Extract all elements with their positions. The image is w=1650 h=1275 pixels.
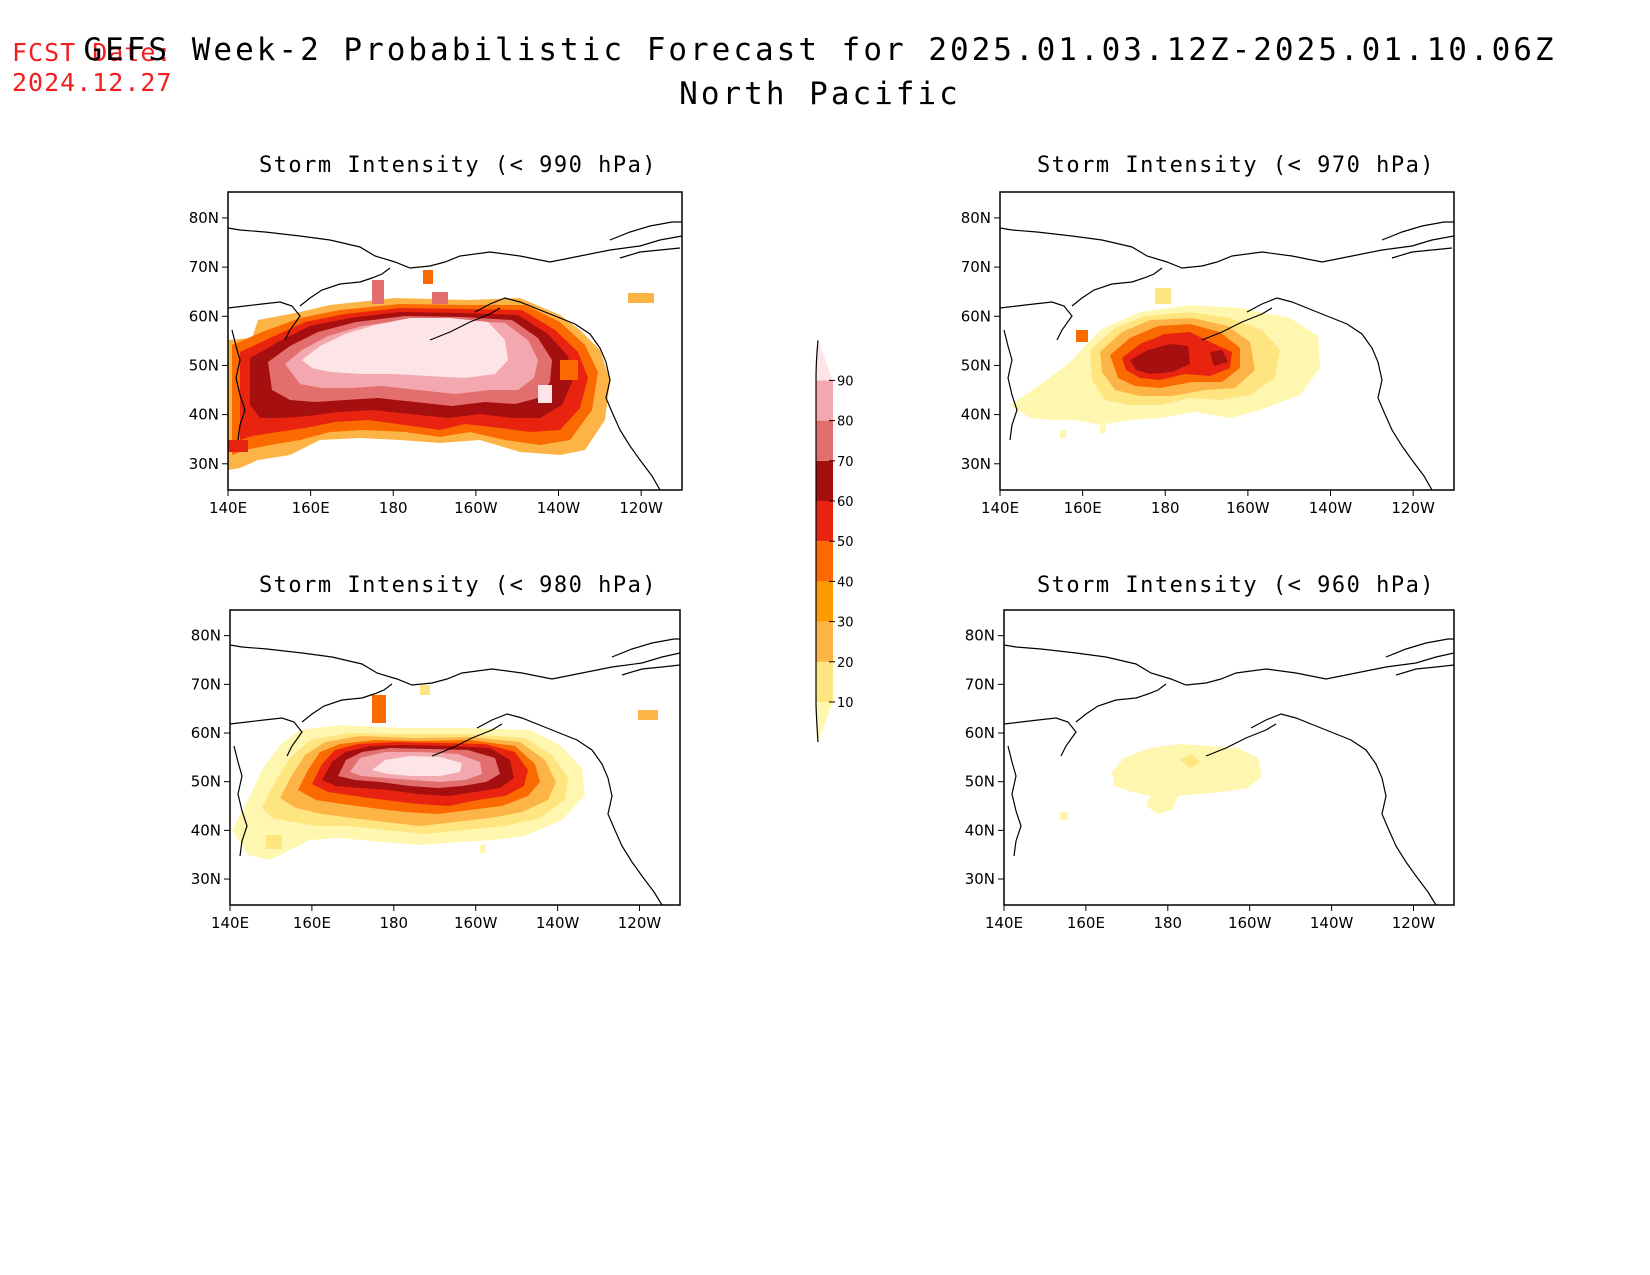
colorbar-swatch: [816, 501, 833, 542]
y-tick-label-990: 40N: [189, 406, 219, 424]
y-tick-label-970: 80N: [961, 209, 991, 227]
colorbar-label: 50: [837, 535, 854, 550]
colorbar-swatch: [816, 420, 833, 461]
y-tick-label-980: 80N: [191, 627, 221, 645]
x-tick-label-980: 120W: [618, 914, 662, 932]
colorbar-label: 60: [837, 495, 854, 510]
coastline-990: [228, 221, 682, 490]
x-tick-label-970: 180: [1151, 499, 1180, 517]
map-panel-960: [1003, 609, 1455, 906]
x-tick-label-970: 140W: [1309, 499, 1353, 517]
y-tick-label-960: 50N: [965, 773, 995, 791]
y-tick-label-980: 60N: [191, 724, 221, 742]
y-tick-label-970: 60N: [961, 307, 991, 325]
map-panel-990: [227, 191, 683, 491]
frame-960: [1003, 609, 1455, 906]
colorbar-outline: [815, 340, 819, 743]
forecast-date-value: 2024.12.27: [12, 68, 173, 97]
page-title: GEFS Week-2 Probabilistic Forecast for 2…: [83, 32, 1557, 68]
y-tick-label-990: 50N: [189, 356, 219, 374]
colorbar: 10 20 30 40 50 60 70 80 90: [815, 340, 854, 743]
map-panel-980: [229, 609, 681, 906]
y-tick-label-980: 70N: [191, 675, 221, 693]
colorbar-swatch: [816, 380, 833, 421]
x-tick-label-980: 180: [379, 914, 408, 932]
y-tick-label-970: 70N: [961, 258, 991, 276]
coastline-960: [1004, 638, 1454, 905]
frame-980: [229, 609, 681, 906]
panel-title-960: Storm Intensity (< 960 hPa): [1036, 573, 1436, 598]
y-tick-label-990: 60N: [189, 307, 219, 325]
x-tick-label-960: 160W: [1228, 914, 1272, 932]
y-tick-label-970: 50N: [961, 356, 991, 374]
colorbar-swatch: [816, 621, 833, 662]
x-tick-label-990: 140W: [537, 499, 581, 517]
x-tick-label-970: 120W: [1391, 499, 1435, 517]
colorbar-label: 90: [837, 374, 854, 389]
x-tick-label-990: 160W: [454, 499, 498, 517]
forecast-date-label: FCST Date:: [12, 38, 173, 67]
colorbar-swatch: [816, 541, 833, 582]
x-tick-label-970: 160W: [1226, 499, 1270, 517]
x-tick-label-960: 160E: [1067, 914, 1105, 932]
x-tick-label-980: 160W: [454, 914, 498, 932]
y-tick-label-990: 70N: [189, 258, 219, 276]
y-tick-label-970: 30N: [961, 455, 991, 473]
probability-field-960: [1060, 744, 1262, 820]
colorbar-label: 10: [837, 696, 854, 711]
colorbar-label: 30: [837, 616, 854, 631]
x-tick-label-960: 180: [1153, 914, 1182, 932]
colorbar-label: 40: [837, 575, 854, 590]
map-panel-970: [999, 191, 1455, 491]
x-tick-label-970: 140E: [981, 499, 1019, 517]
y-tick-label-960: 40N: [965, 821, 995, 839]
x-tick-label-990: 140E: [209, 499, 247, 517]
colorbar-swatch: [816, 460, 833, 501]
y-tick-label-990: 30N: [189, 455, 219, 473]
y-tick-label-960: 80N: [965, 627, 995, 645]
colorbar-end-low: [816, 702, 833, 742]
y-tick-label-980: 50N: [191, 773, 221, 791]
coastline-980: [230, 638, 680, 905]
panel-title-990: Storm Intensity (< 990 hPa): [258, 153, 658, 178]
x-tick-label-980: 160E: [293, 914, 331, 932]
probability-field-980: [232, 685, 658, 860]
coastline-970: [1000, 221, 1454, 490]
x-tick-label-960: 140W: [1310, 914, 1354, 932]
panel-title-970: Storm Intensity (< 970 hPa): [1036, 153, 1436, 178]
colorbar-end-high: [816, 340, 833, 381]
colorbar-label: 70: [837, 455, 854, 470]
panel-title-980: Storm Intensity (< 980 hPa): [258, 573, 658, 598]
x-tick-label-970: 160E: [1064, 499, 1102, 517]
x-tick-label-960: 120W: [1392, 914, 1436, 932]
colorbar-swatch: [816, 581, 833, 622]
probability-field-970: [1010, 288, 1320, 438]
x-tick-label-960: 140E: [985, 914, 1023, 932]
page-subtitle: North Pacific: [679, 76, 961, 112]
y-tick-label-990: 80N: [189, 209, 219, 227]
probability-field-990: [228, 270, 654, 470]
x-tick-label-980: 140W: [536, 914, 580, 932]
axes-layer: 140E 160E 180 160W 140W 120W 80N 70N 60N 50N 40N 30…: [189, 209, 1436, 932]
y-tick-label-960: 70N: [965, 675, 995, 693]
x-tick-label-990: 180: [379, 499, 408, 517]
y-tick-label-980: 40N: [191, 821, 221, 839]
y-tick-label-960: 60N: [965, 724, 995, 742]
colorbar-swatch: [816, 661, 833, 702]
colorbar-label: 80: [837, 415, 854, 430]
y-tick-label-980: 30N: [191, 870, 221, 888]
x-tick-label-990: 120W: [619, 499, 663, 517]
x-tick-label-980: 140E: [211, 914, 249, 932]
frame-970: [999, 191, 1455, 491]
y-tick-label-970: 40N: [961, 406, 991, 424]
y-tick-label-960: 30N: [965, 870, 995, 888]
frame-990: [227, 191, 683, 491]
forecast-date-block: FCST Date: 2024.12.27: [12, 38, 173, 98]
colorbar-label: 20: [837, 656, 854, 671]
x-tick-label-990: 160E: [292, 499, 330, 517]
